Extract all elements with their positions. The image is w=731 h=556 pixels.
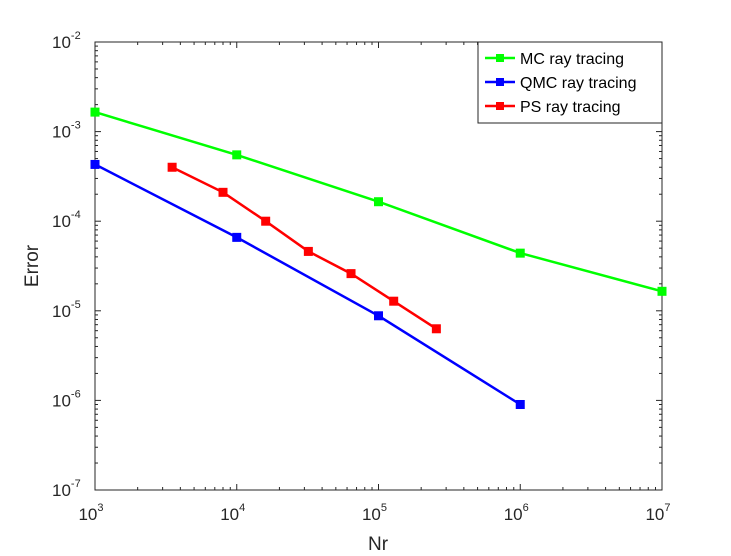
series-mc-ray-tracing [90,107,667,296]
x-tick-label: 103 [78,502,103,524]
x-tick-exponent: 3 [97,502,103,514]
y-tick-exponent: -2 [71,30,81,42]
x-tick-exponent: 7 [664,502,670,514]
series-layer [90,107,667,409]
y-tick-label: 10-3 [52,120,81,142]
x-axis-ticks: 103 104 105 106 107 [78,42,671,524]
x-axis-label: Nr [368,534,389,555]
legend-label: PS ray tracing [520,99,620,116]
legend-swatch-marker [496,78,504,86]
data-point [515,399,525,409]
x-tick-label: 107 [645,502,670,524]
data-point [232,150,242,160]
data-point [657,286,667,296]
data-point [303,246,313,256]
x-tick-exponent: 4 [239,502,245,514]
legend-swatch-marker [496,102,504,110]
series-line [94,163,521,406]
x-tick-label: 104 [220,502,245,524]
y-tick-exponent: -3 [71,120,81,132]
y-tick-label: 10-4 [52,209,81,231]
legend-label: MC ray tracing [520,51,624,68]
x-tick-label: 106 [504,502,529,524]
data-point [90,107,100,117]
series-qmc-ray-tracing [90,159,525,409]
x-tick-exponent: 5 [381,502,387,514]
y-tick-label: 10-2 [52,30,81,52]
legend-label: QMC ray tracing [520,75,636,92]
data-point [431,324,441,334]
data-point [346,269,356,279]
y-tick-exponent: -7 [71,478,81,490]
data-point [90,159,100,169]
legend-swatch-marker [496,54,504,62]
x-tick-exponent: 6 [523,502,529,514]
data-point [374,311,383,321]
series-ps-ray-tracing [167,162,441,334]
data-point [232,232,242,242]
data-point [374,197,383,207]
y-tick-label: 10-6 [52,388,81,410]
data-point [218,187,228,197]
data-point [515,248,525,258]
y-tick-exponent: -5 [71,299,81,311]
legend-item: QMC ray tracing [485,75,636,92]
data-point [167,162,177,172]
legend: MC ray tracing QMC ray tracing PS ray trac… [477,41,663,124]
legend-item: PS ray tracing [485,99,620,116]
y-tick-label: 10-7 [52,478,81,500]
y-tick-label: 10-5 [52,299,81,321]
y-axis-label: Error [22,244,43,287]
legend-item: MC ray tracing [485,51,624,68]
y-tick-exponent: -4 [71,209,81,221]
y-tick-exponent: -6 [71,388,81,400]
data-point [389,296,399,306]
data-point [261,216,271,226]
x-tick-label: 105 [362,502,387,524]
